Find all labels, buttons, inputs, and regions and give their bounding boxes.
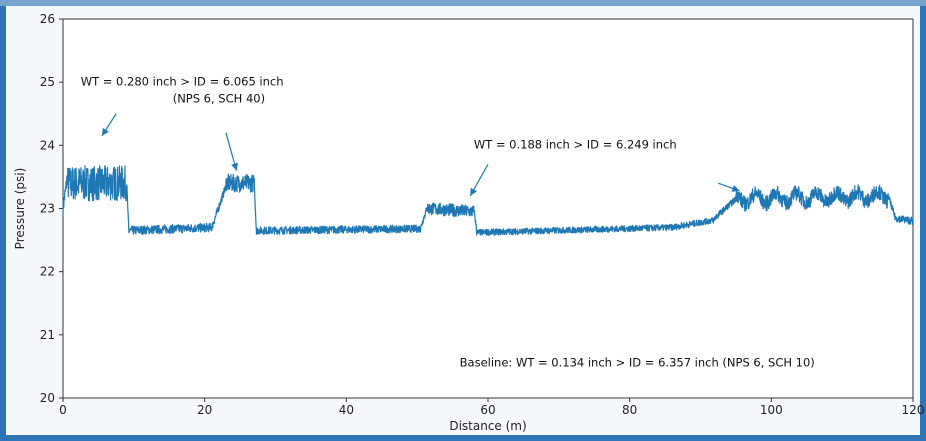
annotation-text: Baseline: WT = 0.134 inch > ID = 6.357 i… bbox=[460, 355, 815, 369]
x-tick-label: 100 bbox=[760, 403, 783, 417]
y-tick-label: 20 bbox=[40, 391, 55, 405]
x-axis-label: Distance (m) bbox=[449, 419, 526, 433]
y-tick-label: 22 bbox=[40, 265, 55, 279]
x-tick-label: 120 bbox=[902, 403, 925, 417]
y-tick-label: 24 bbox=[40, 138, 55, 152]
y-tick-label: 26 bbox=[40, 12, 55, 26]
x-tick-label: 40 bbox=[339, 403, 354, 417]
annotation-text: (NPS 6, SCH 40) bbox=[173, 91, 265, 105]
x-tick-label: 0 bbox=[59, 403, 67, 417]
y-tick-label: 23 bbox=[40, 202, 55, 216]
y-tick-label: 21 bbox=[40, 328, 55, 342]
annotation-arrow bbox=[718, 182, 740, 192]
pressure-series-line bbox=[62, 165, 914, 236]
y-axis-label: Pressure (psi) bbox=[13, 168, 27, 250]
y-tick-label: 25 bbox=[40, 75, 55, 89]
x-tick-label: 80 bbox=[622, 403, 637, 417]
x-tick-label: 20 bbox=[197, 403, 212, 417]
annotation-arrow bbox=[469, 163, 489, 197]
top-highlight-strip bbox=[0, 0, 926, 6]
annotation-arrow bbox=[225, 132, 239, 171]
annotation-arrow bbox=[101, 113, 117, 137]
annotation-text: WT = 0.280 inch > ID = 6.065 inch bbox=[81, 74, 284, 88]
plot-area bbox=[62, 18, 914, 399]
annotation-text: WT = 0.188 inch > ID = 6.249 inch bbox=[474, 137, 677, 151]
x-tick-label: 60 bbox=[480, 403, 495, 417]
